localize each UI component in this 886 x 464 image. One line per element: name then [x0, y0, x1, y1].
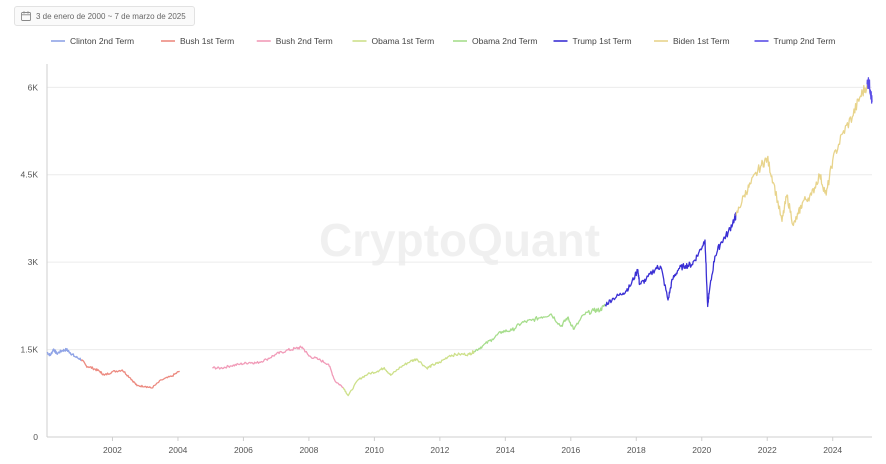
- y-tick-label: 3K: [28, 257, 39, 267]
- legend-label-bush-2nd-term[interactable]: Bush 2nd Term: [276, 36, 333, 46]
- x-tick-label: 2016: [561, 445, 580, 455]
- watermark-text: CryptoQuant: [319, 214, 600, 266]
- x-tick-label: 2002: [103, 445, 122, 455]
- legend-label-obama-1st-term[interactable]: Obama 1st Term: [372, 36, 435, 46]
- series-line-trump-2nd-term: [866, 77, 873, 104]
- x-tick-label: 2006: [234, 445, 253, 455]
- legend-label-trump-2nd-term[interactable]: Trump 2nd Term: [774, 36, 836, 46]
- y-tick-label: 0: [33, 432, 38, 442]
- y-tick-label: 6K: [28, 82, 39, 92]
- x-tick-label: 2008: [299, 445, 318, 455]
- x-tick-label: 2012: [430, 445, 449, 455]
- legend-label-biden-1st-term[interactable]: Biden 1st Term: [673, 36, 730, 46]
- calendar-icon: [21, 11, 31, 21]
- y-tick-label: 1.5K: [21, 345, 39, 355]
- date-range-label: 3 de enero de 2000 ~ 7 de marzo de 2025: [36, 11, 186, 21]
- series-line-bush-1st-term: [80, 359, 180, 389]
- series-line-biden-1st-term: [735, 84, 868, 227]
- x-tick-label: 2004: [168, 445, 187, 455]
- x-tick-label: 2014: [496, 445, 515, 455]
- x-tick-label: 2010: [365, 445, 384, 455]
- series-line-obama-1st-term: [342, 350, 475, 397]
- y-tick-label: 4.5K: [21, 170, 39, 180]
- series-line-bush-2nd-term: [212, 345, 344, 389]
- legend-label-bush-1st-term[interactable]: Bush 1st Term: [180, 36, 234, 46]
- legend-label-clinton-2nd-term[interactable]: Clinton 2nd Term: [70, 36, 134, 46]
- x-tick-label: 2020: [692, 445, 711, 455]
- x-tick-label: 2018: [627, 445, 646, 455]
- series-line-trump-1st-term: [604, 212, 737, 308]
- legend-label-trump-1st-term[interactable]: Trump 1st Term: [573, 36, 632, 46]
- series-line-obama-2nd-term: [473, 303, 606, 353]
- x-tick-label: 2022: [758, 445, 777, 455]
- x-tick-label: 2024: [823, 445, 842, 455]
- date-range-picker[interactable]: 3 de enero de 2000 ~ 7 de marzo de 2025: [14, 6, 195, 26]
- legend-label-obama-2nd-term[interactable]: Obama 2nd Term: [472, 36, 538, 46]
- series-line-clinton-2nd-term: [46, 347, 82, 361]
